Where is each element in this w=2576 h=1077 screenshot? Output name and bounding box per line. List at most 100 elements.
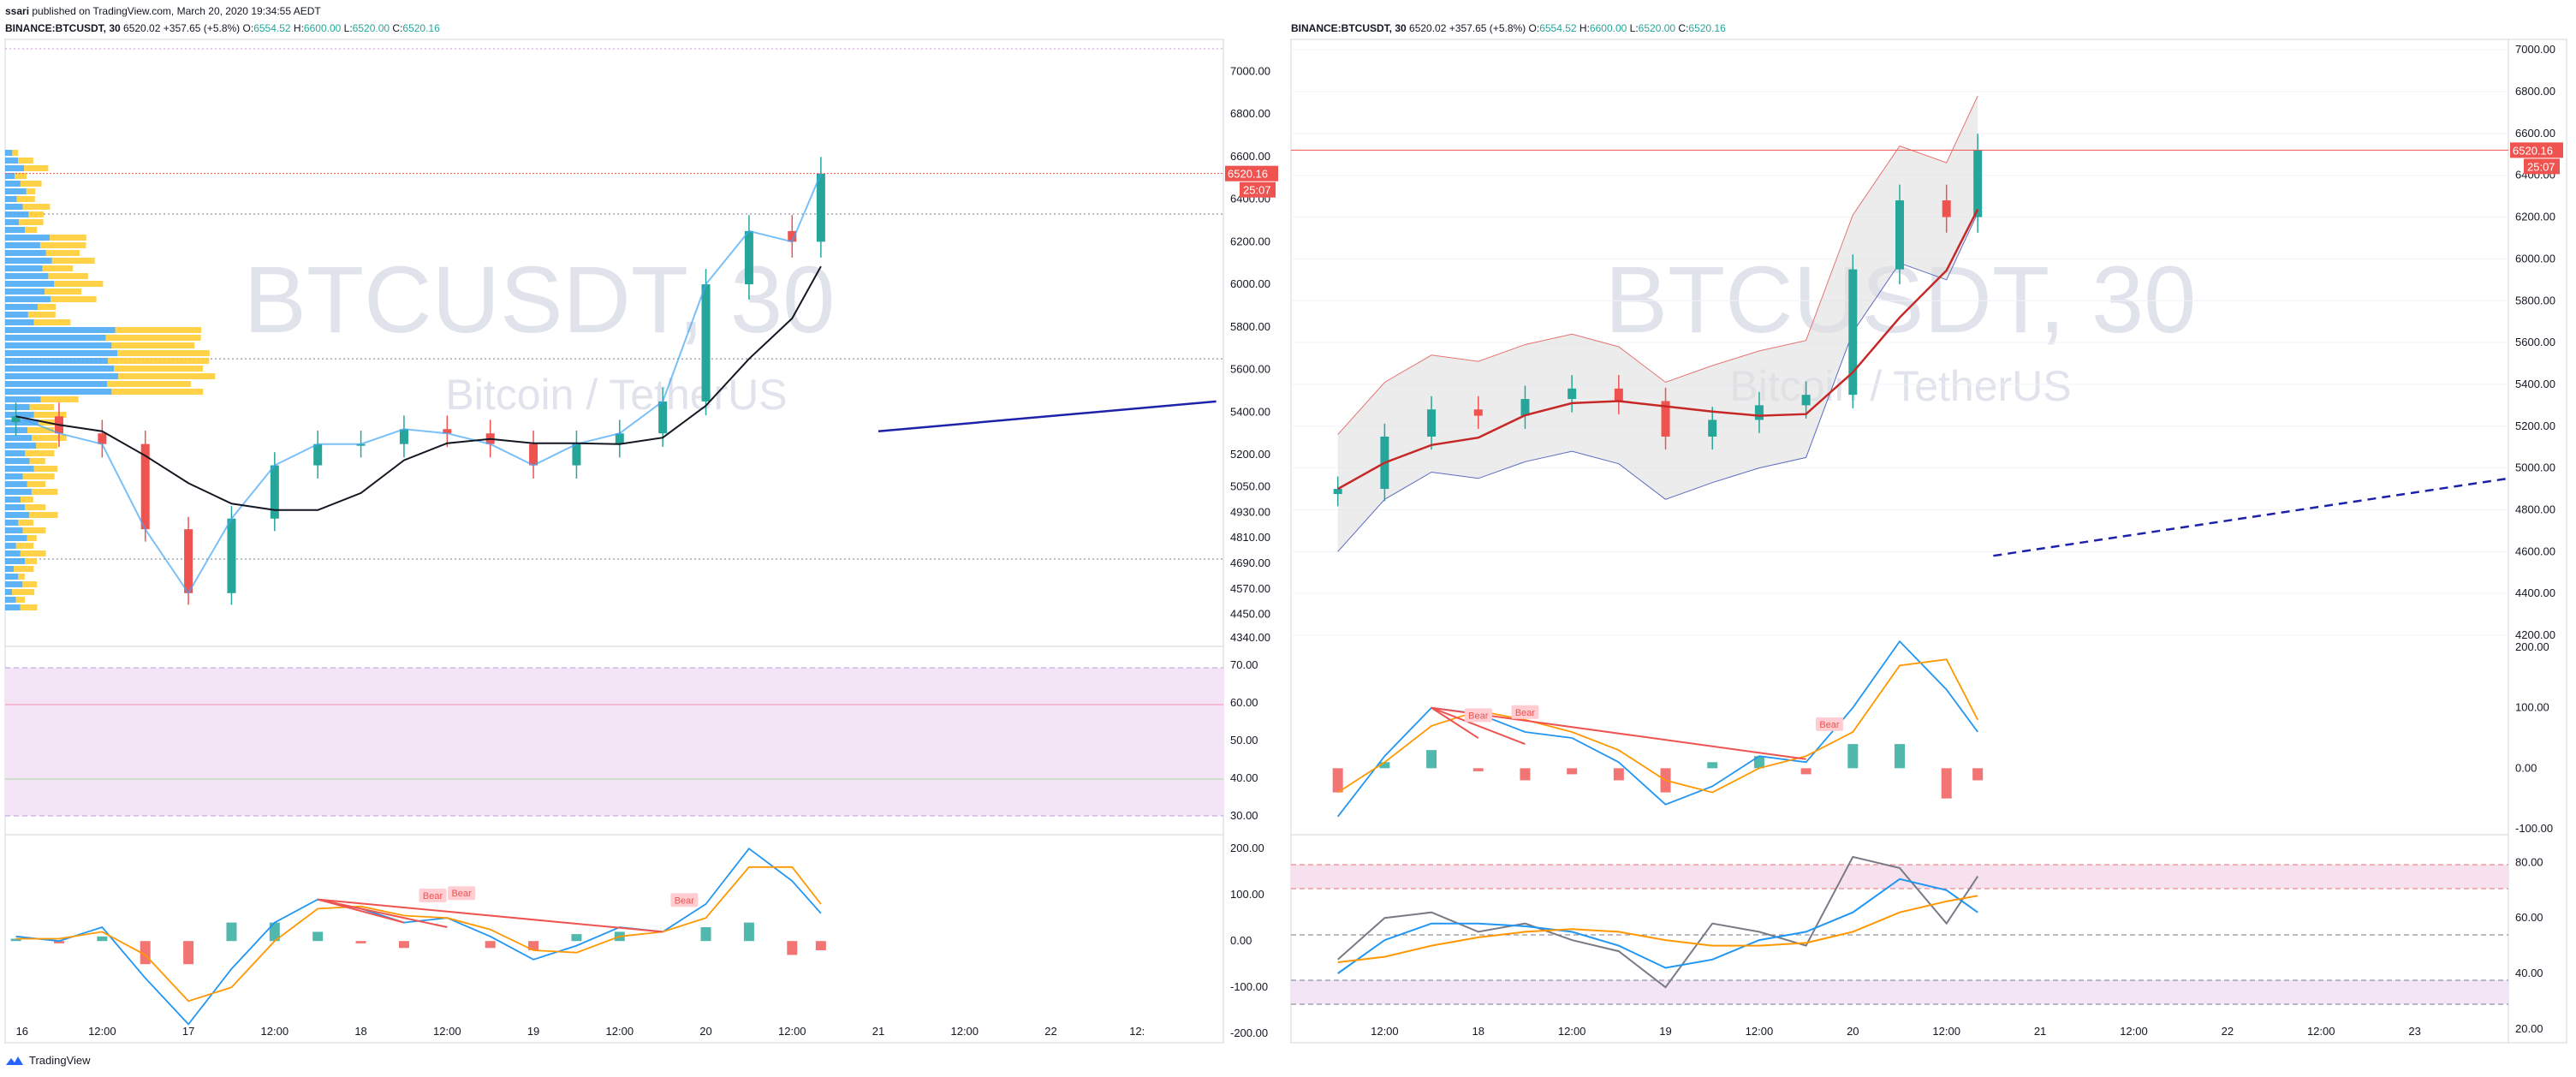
volume-profile-bar (27, 312, 56, 318)
volume-profile-bar (12, 589, 35, 595)
right-macd-line (1336, 640, 1978, 818)
volume-profile-bar (5, 473, 23, 479)
left-time-axis-label: 19 (527, 1025, 539, 1038)
volume-profile-bar (5, 481, 27, 487)
candle-body (572, 443, 581, 466)
right-low-value: 6520.00 (1638, 22, 1676, 34)
volume-profile-bar (29, 512, 58, 518)
candle-body (816, 173, 825, 242)
right-divergence-label-bg (1511, 705, 1539, 719)
right-change: +357.65 (+5.8%) (1449, 22, 1526, 34)
volume-profile-bar (5, 466, 34, 472)
left-time-axis-label: 12:00 (261, 1025, 289, 1038)
left-price-axis-label: 4570.00 (1230, 582, 1270, 595)
volume-profile-bar (29, 404, 54, 410)
right-price-tag: 6520.16 (2513, 144, 2553, 157)
candle-body (529, 443, 538, 466)
macd-histogram-bar (1847, 744, 1859, 769)
volume-profile-bar (22, 527, 46, 533)
right-time-axis-label: 12:00 (1371, 1025, 1399, 1038)
volume-profile-bar (5, 188, 27, 194)
right-time-axis-label: 21 (2034, 1025, 2046, 1038)
right-time-axis-label: 12:00 (2120, 1025, 2148, 1038)
publish-line: ssari published on TradingView.com, Marc… (5, 5, 321, 17)
right-rsi-axis-label: 80.00 (2515, 855, 2543, 868)
macd-histogram-bar (355, 941, 366, 943)
left-macd-axis-label: 0.00 (1230, 934, 1252, 947)
volume-profile-bar (28, 211, 44, 217)
right-high-label: H: (1579, 22, 1590, 34)
volume-profile-bar (5, 381, 108, 387)
volume-profile-bar (5, 404, 30, 410)
volume-profile-bar (27, 535, 37, 541)
macd-histogram-bar (743, 922, 754, 942)
left-change: +357.65 (+5.8%) (163, 22, 241, 34)
volume-profile-bar (5, 273, 49, 279)
left-divergence-line (318, 898, 663, 933)
candle-body (1848, 269, 1858, 396)
left-time-axis-label: 21 (872, 1025, 884, 1038)
volume-profile-bar (5, 504, 26, 510)
volume-profile-bar (5, 550, 21, 556)
left-price-axis-label: 6200.00 (1230, 235, 1270, 247)
left-price-axis-label: 5400.00 (1230, 405, 1270, 418)
author-name[interactable]: ssari (5, 5, 30, 17)
left-trend-line (878, 400, 1217, 432)
left-divergence-line (317, 898, 405, 924)
volume-profile-bar (33, 466, 58, 472)
volume-profile-bar (5, 219, 20, 225)
right-time-axis-label: 12:00 (1746, 1025, 1774, 1038)
candle-body (98, 433, 107, 444)
volume-profile-bar (5, 235, 51, 241)
left-close-value: 6520.16 (402, 22, 440, 34)
right-time-axis-label: 12:00 (2307, 1025, 2335, 1038)
volume-profile-bar (5, 173, 15, 179)
volume-profile-bar (22, 581, 38, 587)
right-symbol[interactable]: BINANCE:BTCUSDT, 30 (1291, 22, 1407, 34)
macd-histogram-bar (1972, 768, 1984, 781)
volume-profile-bar (5, 604, 21, 610)
left-countdown: 25:07 (1243, 184, 1271, 197)
right-price-axis-label: 6800.00 (2515, 85, 2555, 98)
right-price-axis-label: 6000.00 (2515, 252, 2555, 265)
volume-profile-bar (5, 497, 21, 503)
left-candles (11, 157, 825, 605)
right-time-axis-label: 12:00 (1932, 1025, 1960, 1038)
macd-histogram-bar (1800, 768, 1812, 775)
left-divergence-label-bg (448, 886, 476, 901)
volume-profile-bar (22, 204, 51, 210)
candle-body (184, 529, 193, 593)
volume-profile-bar (108, 358, 210, 364)
right-rsi-axis-label: 20.00 (2515, 1022, 2543, 1035)
volume-profile-bar (5, 535, 27, 541)
candle-body (1333, 489, 1342, 495)
volume-profile-bar (5, 543, 16, 549)
right-time-axis-label: 22 (2222, 1025, 2234, 1038)
volume-profile-bar (5, 150, 13, 156)
volume-profile-bar (5, 335, 106, 341)
candle-body (270, 465, 279, 519)
left-last-price: 6520.02 (123, 22, 161, 34)
tradingview-logo-icon (6, 1056, 23, 1065)
candle-body (140, 443, 150, 530)
left-symbol[interactable]: BINANCE:BTCUSDT, 30 (5, 22, 121, 34)
left-price-axis-label: 6800.00 (1230, 107, 1270, 120)
left-price-axis-label: 4340.00 (1230, 631, 1270, 644)
left-rsi-band (5, 668, 1223, 816)
macd-histogram-bar (1332, 768, 1343, 793)
right-open-value: 6554.52 (1539, 22, 1577, 34)
volume-profile-bar (5, 342, 112, 348)
volume-profile-bar (5, 443, 37, 449)
right-price-axis-label: 5200.00 (2515, 419, 2555, 432)
left-divergence-label-bg (419, 888, 447, 902)
candle-body (1568, 388, 1577, 400)
volume-profile-bar (111, 389, 204, 395)
left-price-axis-label: 6000.00 (1230, 277, 1270, 290)
right-macd-axis-label: 0.00 (2515, 761, 2537, 774)
volume-profile-bar (5, 558, 25, 564)
volume-profile-bar (42, 265, 74, 271)
volume-profile-bar (54, 281, 104, 287)
tradingview-brand[interactable]: TradingView (5, 1054, 91, 1067)
volume-profile-bar (15, 597, 25, 603)
